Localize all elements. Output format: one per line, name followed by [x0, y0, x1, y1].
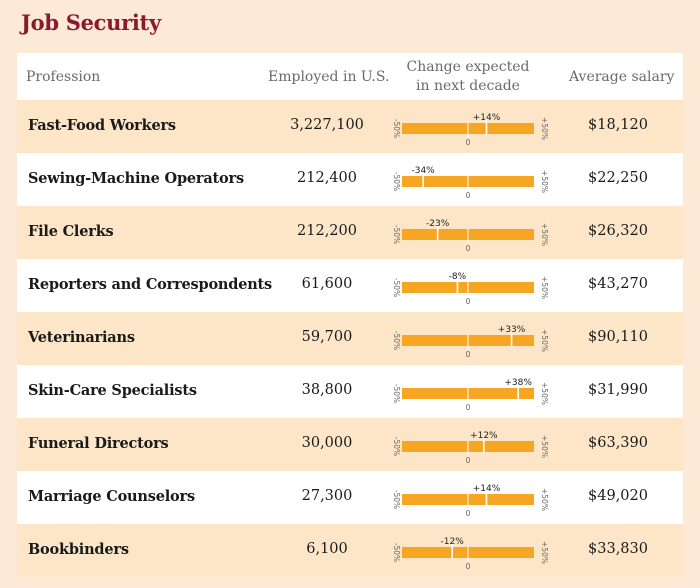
- profession-cell: Sewing-Machine Operators: [28, 170, 244, 187]
- table-row: Fast-Food Workers 3,227,100 $18,120 0 +14% -5…: [17, 100, 683, 153]
- scale-min-label: -50%: [392, 437, 401, 456]
- salary-cell: $33,830: [588, 541, 648, 557]
- scale-min-label: -50%: [392, 225, 401, 244]
- page-title: Job Security: [21, 10, 161, 35]
- employed-cell: 212,200: [297, 223, 357, 239]
- zero-tick-label: 0: [466, 509, 471, 518]
- header-change: Change expected in next decade: [393, 58, 543, 96]
- profession-cell: Marriage Counselors: [28, 488, 195, 505]
- salary-cell: $43,270: [588, 276, 648, 292]
- zero-tick-label: 0: [466, 244, 471, 253]
- profession-cell: Reporters and Correspondents: [28, 276, 273, 293]
- profession-cell: Skin-Care Specialists: [28, 382, 197, 399]
- salary-cell: $18,120: [588, 117, 648, 133]
- change-gauge: 0 +14% -50% +50%: [392, 113, 549, 147]
- change-value-label: -12%: [441, 537, 465, 547]
- employed-cell: 61,600: [301, 276, 353, 292]
- scale-max-label: +50%: [540, 541, 549, 564]
- change-gauge: 0 +12% -50% +50%: [392, 431, 549, 465]
- scale-max-label: +50%: [540, 223, 549, 246]
- change-value-label: -23%: [426, 219, 450, 229]
- zero-tick-label: 0: [466, 456, 471, 465]
- scale-min-label: -50%: [392, 490, 401, 509]
- scale-max-label: +50%: [540, 276, 549, 299]
- scale-max-label: +50%: [540, 329, 549, 352]
- profession-cell: File Clerks: [28, 223, 114, 240]
- change-gauge: 0 -34% -50% +50%: [392, 166, 549, 200]
- change-value-label: +12%: [470, 431, 498, 441]
- change-value-label: +14%: [473, 484, 501, 494]
- change-gauge: 0 -23% -50% +50%: [392, 219, 549, 253]
- scale-max-label: +50%: [540, 435, 549, 458]
- profession-cell: Fast-Food Workers: [28, 117, 176, 134]
- table-row: Veterinarians 59,700 $90,110 0 +33% -50% +50%: [17, 312, 683, 365]
- employed-cell: 3,227,100: [290, 117, 364, 133]
- salary-cell: $22,250: [588, 170, 648, 186]
- table-row: Reporters and Correspondents 61,600 $43,27…: [17, 259, 683, 312]
- scale-min-label: -50%: [392, 543, 401, 562]
- salary-cell: $49,020: [588, 488, 648, 504]
- header-profession: Profession: [26, 69, 101, 85]
- employed-cell: 27,300: [301, 488, 353, 504]
- scale-max-label: +50%: [540, 170, 549, 193]
- scale-min-label: -50%: [392, 119, 401, 138]
- table-row: Sewing-Machine Operators 212,400 $22,250 0 -…: [17, 153, 683, 206]
- table-row: File Clerks 212,200 $26,320 0 -23% -50% +50%: [17, 206, 683, 259]
- table-row: Bookbinders 6,100 $33,830 0 -12% -50% +50%: [17, 524, 683, 577]
- change-value-label: -8%: [449, 272, 467, 282]
- change-value-label: -34%: [411, 166, 435, 176]
- scale-min-label: -50%: [392, 331, 401, 350]
- scale-min-label: -50%: [392, 384, 401, 403]
- change-gauge: 0 -8% -50% +50%: [392, 272, 549, 306]
- change-gauge: 0 +33% -50% +50%: [392, 325, 549, 359]
- change-gauge: 0 -12% -50% +50%: [392, 537, 549, 571]
- employed-cell: 38,800: [301, 382, 353, 398]
- employed-cell: 212,400: [297, 170, 357, 186]
- scale-max-label: +50%: [540, 382, 549, 405]
- zero-tick-label: 0: [466, 138, 471, 147]
- header-change-line2: in next decade: [416, 78, 520, 94]
- profession-cell: Bookbinders: [28, 541, 129, 558]
- change-gauge: 0 +14% -50% +50%: [392, 484, 549, 518]
- employed-cell: 6,100: [306, 541, 348, 557]
- salary-cell: $90,110: [588, 329, 648, 345]
- zero-tick-label: 0: [466, 350, 471, 359]
- scale-max-label: +50%: [540, 117, 549, 140]
- table-row: Funeral Directors 30,000 $63,390 0 +12% -50% +…: [17, 418, 683, 471]
- header-salary: Average salary: [569, 69, 675, 85]
- employed-cell: 30,000: [301, 435, 353, 451]
- zero-tick-label: 0: [466, 191, 471, 200]
- table-row: Skin-Care Specialists 38,800 $31,990 0 +38% -…: [17, 365, 683, 418]
- salary-cell: $31,990: [588, 382, 648, 398]
- scale-min-label: -50%: [392, 278, 401, 297]
- table-header: Profession Employed in U.S. Change expec…: [17, 53, 683, 100]
- zero-tick-label: 0: [466, 562, 471, 571]
- job-security-table: Profession Employed in U.S. Change expec…: [17, 53, 683, 577]
- zero-tick-label: 0: [466, 403, 471, 412]
- scale-max-label: +50%: [540, 488, 549, 511]
- zero-tick-label: 0: [466, 297, 471, 306]
- change-value-label: +33%: [498, 325, 526, 335]
- profession-cell: Veterinarians: [28, 329, 135, 346]
- profession-cell: Funeral Directors: [28, 435, 169, 452]
- change-gauge: 0 +38% -50% +50%: [392, 378, 549, 412]
- header-employed: Employed in U.S.: [268, 69, 390, 85]
- table-row: Marriage Counselors 27,300 $49,020 0 +14% -50…: [17, 471, 683, 524]
- header-change-line1: Change expected: [406, 59, 530, 75]
- change-value-label: +14%: [473, 113, 501, 123]
- scale-min-label: -50%: [392, 172, 401, 191]
- employed-cell: 59,700: [301, 329, 353, 345]
- salary-cell: $26,320: [588, 223, 648, 239]
- salary-cell: $63,390: [588, 435, 648, 451]
- change-value-label: +38%: [504, 378, 532, 388]
